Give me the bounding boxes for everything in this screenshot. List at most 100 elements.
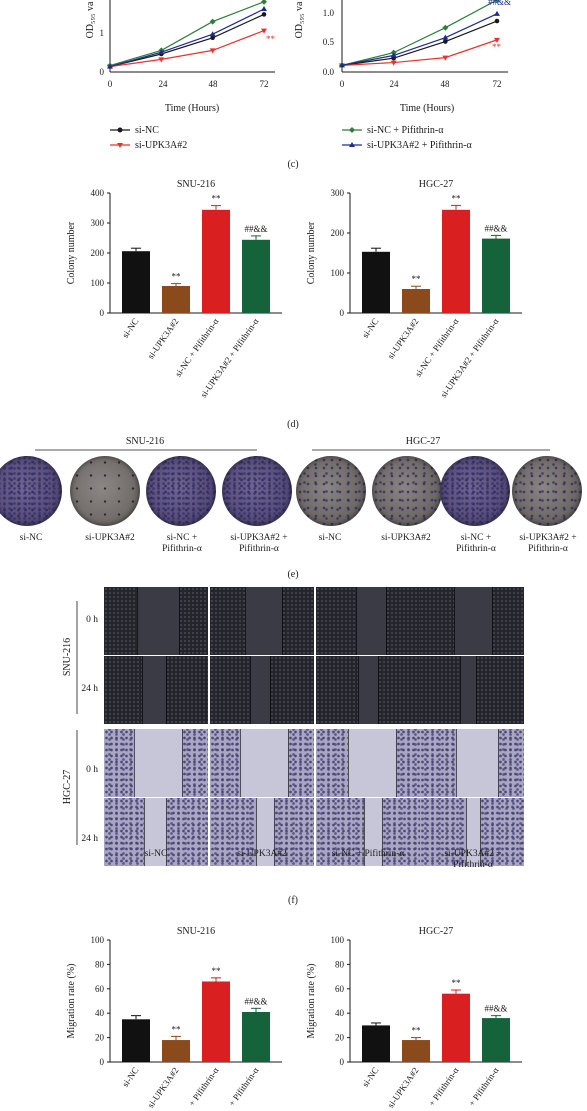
- data-point: [494, 10, 500, 16]
- cell-region: [288, 729, 314, 797]
- y-tick: 0.0: [323, 67, 335, 77]
- cell-region: [182, 729, 208, 797]
- wound-edge: [240, 729, 241, 797]
- series-line: [109, 8, 265, 68]
- cell-region: [476, 656, 524, 724]
- legend-marker-si-nc: [117, 127, 123, 133]
- colony-dish-snu216-si-upk3a2: [70, 456, 140, 526]
- wound-edge: [378, 656, 379, 724]
- legend-marker-si-upk: [117, 143, 123, 148]
- wound-image: [104, 587, 208, 655]
- x-tick-label: si-NC + Pifithrin-α: [413, 316, 461, 378]
- y-tick-label: 100: [91, 278, 105, 288]
- dish-label: si-NC + Pifithrin-α: [456, 533, 496, 554]
- sig-annotation: **: [172, 272, 182, 282]
- y-tick-label: 0: [100, 1057, 105, 1067]
- column-label: si-NC: [144, 849, 168, 859]
- y-tick-label: 0: [100, 308, 105, 318]
- data-point: [158, 49, 165, 55]
- bar: [202, 209, 230, 313]
- cell-region: [386, 587, 420, 655]
- cell-region: [480, 798, 524, 866]
- bar: [242, 239, 270, 313]
- time-label: 24 h: [81, 684, 98, 694]
- cell-region: [492, 587, 524, 655]
- y-tick-label: 80: [95, 959, 105, 969]
- y-tick-label: 200: [331, 228, 345, 238]
- wound-edge: [498, 729, 499, 797]
- data-point: [339, 62, 345, 68]
- panel-label-f: (f): [288, 895, 298, 906]
- wound-edge: [166, 798, 167, 866]
- dish-label: si-NC: [19, 533, 43, 543]
- wound-image: [316, 656, 420, 724]
- dish-label: si-UPK3A#2 + Pifithrin-α: [230, 533, 288, 554]
- wound-edge: [166, 656, 167, 724]
- group-title: HGC-27: [406, 436, 440, 447]
- panel-label-c: (c): [287, 159, 298, 170]
- y-tick-label: 60: [95, 984, 105, 994]
- cell-region: [104, 587, 137, 655]
- wound-edge: [144, 798, 145, 866]
- wound-gap: [356, 587, 386, 655]
- wound-edge: [348, 729, 349, 797]
- y-tick-label: 300: [331, 188, 345, 198]
- y-tick-label: 100: [331, 268, 345, 278]
- data-point: [158, 57, 165, 63]
- time-label: 0 h: [86, 765, 98, 775]
- x-tick-label: si-UPK3A#2: [385, 316, 420, 360]
- x-axis-label: Time (Hours): [165, 103, 219, 114]
- x-tick-label: si-NC: [360, 1065, 381, 1088]
- wound-image: [420, 587, 524, 655]
- bar: [122, 1019, 150, 1062]
- cell-region: [210, 798, 256, 866]
- x-tick: 48: [441, 79, 451, 89]
- y-axis-label: Colony number: [306, 221, 317, 284]
- data-point: [443, 39, 448, 44]
- wound-gap: [144, 798, 166, 866]
- data-point: [442, 24, 449, 31]
- data-point: [390, 60, 397, 66]
- cell-region: [382, 798, 420, 866]
- x-tick: 24: [159, 79, 169, 89]
- wound-edge: [356, 587, 357, 655]
- cell-region: [210, 587, 245, 655]
- cell-region: [104, 798, 144, 866]
- wound-image: [420, 729, 524, 797]
- y-axis-label: Migration rate (%): [66, 964, 77, 1039]
- y-tick-label: 400: [91, 188, 105, 198]
- data-point: [494, 18, 500, 24]
- chart-title: SNU-216: [177, 926, 215, 937]
- line-chart-right: OD₅₉₅ va 0.0 0.5 1.0 0 24 48 72 Time (Ho…: [294, 0, 511, 114]
- sig-annotation: **: [452, 978, 462, 988]
- bar: [162, 1040, 190, 1062]
- bar: [362, 251, 390, 313]
- y-tick: 0: [100, 67, 105, 77]
- x-axis-label: Time (Hours): [400, 103, 454, 114]
- series-line: [109, 1, 265, 67]
- wound-edge: [364, 798, 365, 866]
- data-point: [442, 34, 449, 40]
- bar: [202, 981, 230, 1062]
- legend-marker-si-upk-pif: [349, 142, 355, 147]
- wound-edge: [396, 729, 397, 797]
- cell-region: [316, 587, 356, 655]
- y-tick-label: 0: [340, 1057, 345, 1067]
- wound-edge: [492, 587, 493, 655]
- wound-edge: [466, 798, 467, 866]
- x-tick: 0: [340, 79, 345, 89]
- sig-annotation: **: [492, 42, 502, 52]
- wound-gap: [256, 798, 274, 866]
- y-tick-label: 20: [95, 1033, 105, 1043]
- wound-gap: [358, 656, 378, 724]
- data-point: [494, 37, 500, 43]
- wound-gap: [240, 729, 288, 797]
- legend-label: si-UPK3A#2: [135, 140, 187, 151]
- y-tick: 1.0: [323, 8, 335, 18]
- cell-region: [498, 729, 524, 797]
- data-point: [261, 0, 267, 5]
- series-line: [341, 0, 498, 66]
- x-tick-label: + Pifithrin-α: [227, 1065, 261, 1108]
- column-label: si-UPK3A#2 + Pifithrin-α: [444, 849, 502, 870]
